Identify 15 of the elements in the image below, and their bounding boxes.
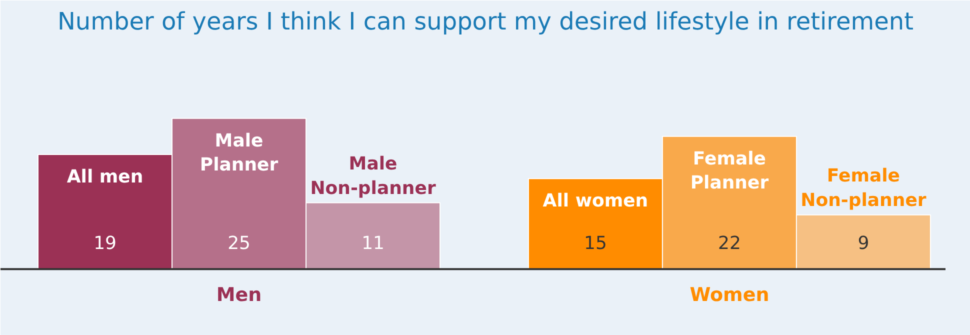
x-tick-label: All women — [542, 190, 648, 212]
x-tick-label: All men — [66, 166, 144, 188]
chart-title: Number of years I think I can support my desired lifestyle in retirement — [57, 8, 914, 36]
data-label: 15 — [584, 233, 607, 254]
data-label: 22 — [718, 233, 741, 254]
data-label: 19 — [94, 233, 116, 254]
x-tick-label: Male Planner — [200, 130, 278, 176]
data-label: 11 — [362, 233, 384, 254]
data-label: 9 — [858, 233, 870, 254]
x-tick-label: Male Non-planner — [310, 154, 436, 199]
data-label: 25 — [228, 233, 250, 254]
x-tick-label: Female Non-planner — [800, 166, 926, 211]
text: Women — [690, 284, 770, 306]
x-tick-label: Female Planner — [690, 148, 769, 194]
text: Men — [216, 284, 262, 306]
